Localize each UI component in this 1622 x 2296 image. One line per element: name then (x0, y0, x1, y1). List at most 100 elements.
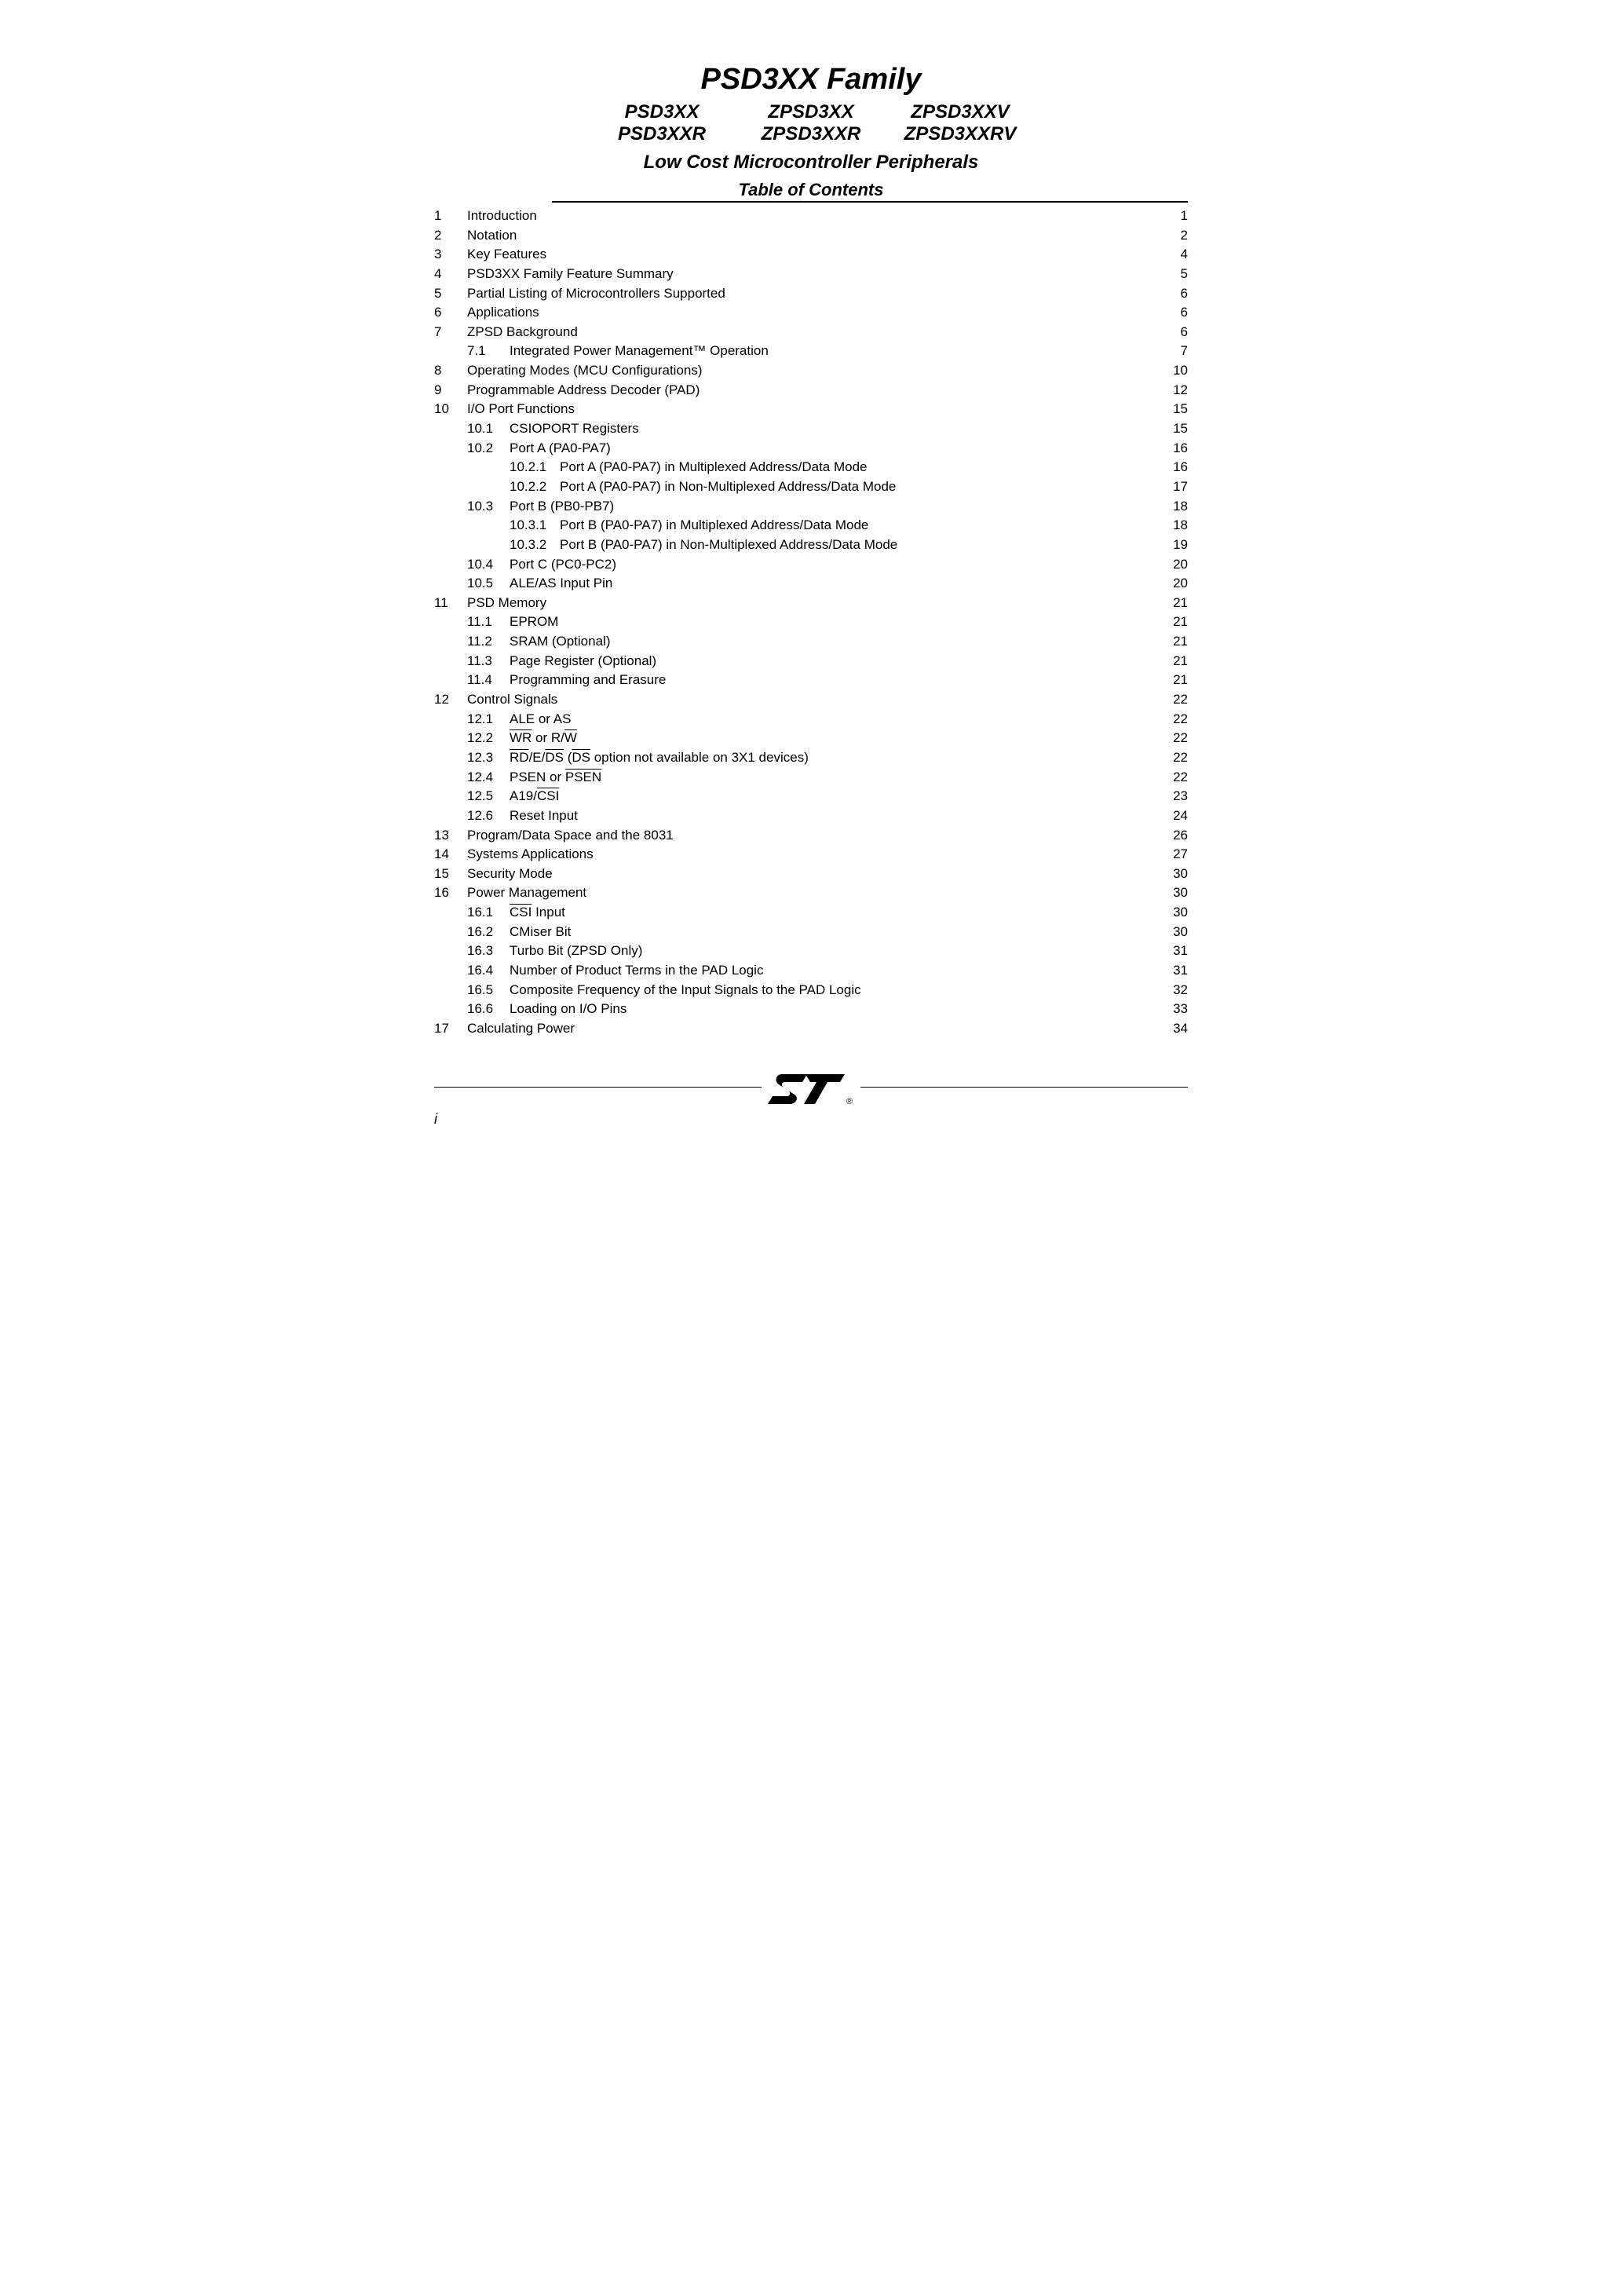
page-number: i (434, 1111, 437, 1128)
toc-number: 1 (434, 207, 467, 226)
toc-text: Programmable Address Decoder (PAD) (467, 381, 700, 400)
toc-subnumber: 12.4 (467, 768, 510, 788)
toc-text: Port B (PA0-PA7) in Non-Multiplexed Addr… (560, 536, 897, 555)
toc-text: Key Features (467, 245, 546, 265)
toc-entry[interactable]: 12.3RD/E/DS (DS option not available on … (434, 748, 1188, 768)
toc-page: 31 (1173, 941, 1188, 961)
toc-entry[interactable]: 13Program/Data Space and the 803126 (434, 826, 1188, 846)
toc-entry[interactable]: 10.2.1Port A (PA0-PA7) in Multiplexed Ad… (434, 458, 1188, 477)
toc-entry[interactable]: 12.5A19/CSI23 (434, 787, 1188, 806)
toc-page: 19 (1173, 536, 1188, 555)
toc-subnumber: 12.6 (467, 806, 510, 826)
toc-text: Programming and Erasure (510, 671, 666, 690)
toc-entry[interactable]: 10.5ALE/AS Input Pin20 (434, 574, 1188, 594)
toc-entry[interactable]: 10I/O Port Functions15 (434, 400, 1188, 419)
toc-page: 21 (1173, 652, 1188, 671)
toc-entry[interactable]: 16.6Loading on I/O Pins33 (434, 1000, 1188, 1019)
toc-page: 20 (1173, 555, 1188, 575)
toc-entry[interactable]: 10.3.2Port B (PA0-PA7) in Non-Multiplexe… (434, 536, 1188, 555)
toc-page: 30 (1173, 923, 1188, 942)
toc-entry[interactable]: 7ZPSD Background6 (434, 323, 1188, 342)
toc-number: 4 (434, 265, 467, 284)
toc-entry[interactable]: 12.4PSEN or PSEN 22 (434, 768, 1188, 788)
toc-page: 16 (1173, 439, 1188, 459)
toc-text: Composite Frequency of the Input Signals… (510, 981, 861, 1000)
toc-subnumber: 16.4 (467, 961, 510, 981)
toc-entry[interactable]: 11.2SRAM (Optional)21 (434, 632, 1188, 652)
toc-number: 7 (434, 323, 467, 342)
toc-entry[interactable]: 10.3.1Port B (PA0-PA7) in Multiplexed Ad… (434, 516, 1188, 536)
toc-entry[interactable]: 17Calculating Power34 (434, 1019, 1188, 1039)
toc-page: 30 (1173, 903, 1188, 923)
toc-entry[interactable]: 16.1CSI Input30 (434, 903, 1188, 923)
toc-entry[interactable]: 12.2WR or R/W22 (434, 729, 1188, 748)
toc-page: 21 (1173, 671, 1188, 690)
toc-text: Partial Listing of Microcontrollers Supp… (467, 284, 725, 304)
toc-text: Power Management (467, 883, 586, 903)
toc-subnumber: 16.6 (467, 1000, 510, 1019)
toc-text: Notation (467, 226, 517, 246)
toc-entry[interactable]: 3Key Features4 (434, 245, 1188, 265)
toc-entry[interactable]: 16.4Number of Product Terms in the PAD L… (434, 961, 1188, 981)
toc-page: 26 (1173, 826, 1188, 846)
toc-number: 6 (434, 303, 467, 323)
toc-entry[interactable]: 16Power Management30 (434, 883, 1188, 903)
toc-subnumber: 7.1 (467, 342, 510, 361)
toc-subsubnumber: 10.2.1 (510, 458, 560, 477)
toc-entry[interactable]: 10.2.2Port A (PA0-PA7) in Non-Multiplexe… (434, 477, 1188, 497)
toc-page: 22 (1173, 768, 1188, 788)
toc-text: PSEN or PSEN (510, 768, 601, 788)
toc-entry[interactable]: 9Programmable Address Decoder (PAD)12 (434, 381, 1188, 400)
toc-page: 21 (1173, 632, 1188, 652)
toc-entry[interactable]: 14Systems Applications27 (434, 845, 1188, 865)
toc-subsubnumber: 10.2.2 (510, 477, 560, 497)
toc-page: 4 (1181, 245, 1188, 265)
toc-subnumber: 12.5 (467, 787, 510, 806)
toc-subsubnumber: 10.3.1 (510, 516, 560, 536)
toc-entry[interactable]: 11.1EPROM21 (434, 612, 1188, 632)
toc-subnumber: 11.2 (467, 632, 510, 652)
toc-entry[interactable]: 11PSD Memory21 (434, 594, 1188, 613)
variant-3: ZPSD3XXV (890, 101, 1031, 123)
toc-entry[interactable]: 12Control Signals22 (434, 690, 1188, 710)
toc-text: ALE/AS Input Pin (510, 574, 612, 594)
toc-entry[interactable]: 2Notation2 (434, 226, 1188, 246)
toc-number: 2 (434, 226, 467, 246)
toc-page: 31 (1173, 961, 1188, 981)
toc-entry[interactable]: 10.4Port C (PC0-PC2)20 (434, 555, 1188, 575)
toc-entry[interactable]: 16.2CMiser Bit30 (434, 923, 1188, 942)
toc-subnumber: 11.1 (467, 612, 510, 632)
toc-entry[interactable]: 8Operating Modes (MCU Configurations)10 (434, 361, 1188, 381)
toc-text: Operating Modes (MCU Configurations) (467, 361, 703, 381)
toc-entry[interactable]: 11.4Programming and Erasure21 (434, 671, 1188, 690)
toc-entry[interactable]: 16.3Turbo Bit (ZPSD Only)31 (434, 941, 1188, 961)
toc-entry[interactable]: 10.3Port B (PB0-PB7)18 (434, 497, 1188, 517)
toc-entry[interactable]: 5Partial Listing of Microcontrollers Sup… (434, 284, 1188, 304)
st-logo: ® (762, 1066, 860, 1107)
toc-text: Loading on I/O Pins (510, 1000, 627, 1019)
toc-entry[interactable]: 12.1ALE or AS22 (434, 710, 1188, 729)
footer-rule-right (860, 1087, 1188, 1088)
toc-entry[interactable]: 11.3Page Register (Optional)21 (434, 652, 1188, 671)
toc-page: 6 (1181, 323, 1188, 342)
toc-entry[interactable]: 1Introduction1 (434, 207, 1188, 226)
toc-text: RD/E/DS (DS option not available on 3X1 … (510, 748, 809, 768)
toc-entry[interactable]: 10.1CSIOPORT Registers15 (434, 419, 1188, 439)
toc-text: CSIOPORT Registers (510, 419, 639, 439)
toc-entry[interactable]: 16.5Composite Frequency of the Input Sig… (434, 981, 1188, 1000)
toc-text: Number of Product Terms in the PAD Logic (510, 961, 763, 981)
document-header: PSD3XX Family PSD3XX ZPSD3XX ZPSD3XXV PS… (434, 63, 1188, 174)
toc-entry[interactable]: 10.2Port A (PA0-PA7)16 (434, 439, 1188, 459)
toc-subnumber: 16.5 (467, 981, 510, 1000)
toc-subnumber: 10.3 (467, 497, 510, 517)
variant-4: PSD3XXR (591, 123, 732, 145)
toc-page: 17 (1173, 477, 1188, 497)
toc-entry[interactable]: 15Security Mode30 (434, 865, 1188, 884)
toc-entry[interactable]: 4PSD3XX Family Feature Summary5 (434, 265, 1188, 284)
toc-entry[interactable]: 7.1Integrated Power Management™ Operatio… (434, 342, 1188, 361)
toc-number: 15 (434, 865, 467, 884)
toc-page: 21 (1173, 612, 1188, 632)
toc-text: Turbo Bit (ZPSD Only) (510, 941, 642, 961)
toc-entry[interactable]: 6Applications6 (434, 303, 1188, 323)
toc-entry[interactable]: 12.6Reset Input24 (434, 806, 1188, 826)
